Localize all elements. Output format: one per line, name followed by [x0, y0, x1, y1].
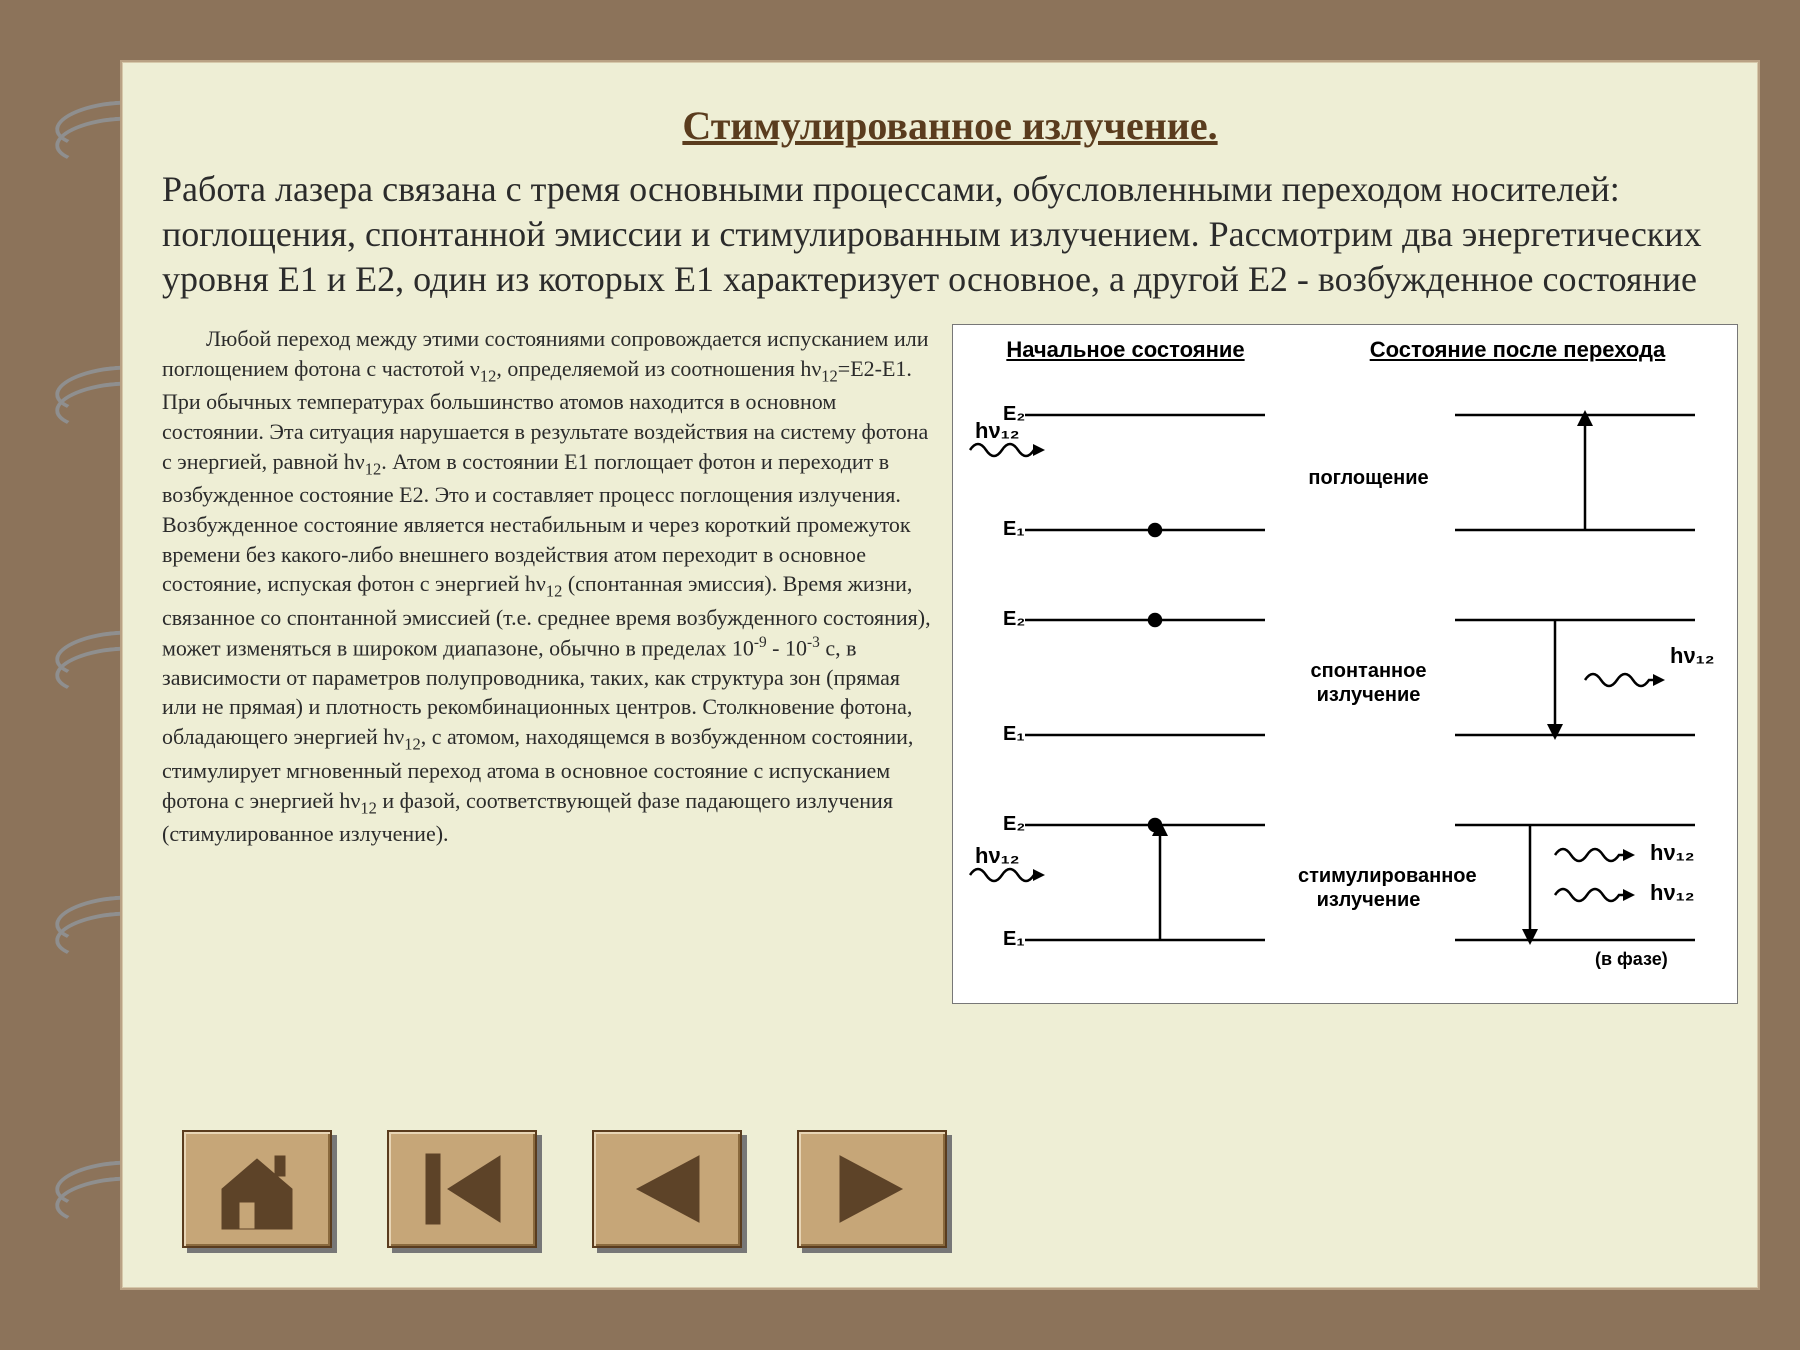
svg-text:hν₁₂: hν₁₂: [1670, 643, 1715, 668]
diagram-row-absorption: поглощение E₂ E₁ hν₁₂: [953, 380, 1737, 575]
svg-text:E₁: E₁: [1003, 723, 1025, 745]
svg-text:hν₁₂: hν₁₂: [1650, 880, 1695, 905]
svg-text:hν₁₂: hν₁₂: [1650, 840, 1695, 865]
energy-level-diagram: Начальное состояние Состояние после пере…: [952, 324, 1738, 1004]
svg-text:E₁: E₁: [1003, 928, 1025, 950]
body-text: Любой переход между этими состояниями со…: [162, 324, 932, 1004]
diagram-header-initial: Начальное состояние: [953, 337, 1298, 363]
prev-slide-button[interactable]: [592, 1130, 742, 1248]
svg-text:E₂: E₂: [1003, 813, 1025, 835]
diagram-row-spontaneous: спонтанное излучение E₂ E₁: [953, 585, 1737, 780]
slide-page: Стимулированное излучение. Работа лазера…: [120, 60, 1760, 1290]
diagram-label-absorption: поглощение: [1298, 466, 1439, 490]
svg-text:E₂: E₂: [1003, 608, 1025, 630]
diagram-header-after: Состояние после перехода: [1298, 337, 1737, 363]
slide-title: Стимулированное излучение.: [162, 102, 1738, 149]
intro-paragraph: Работа лазера связана с тремя основными …: [162, 167, 1738, 302]
svg-text:hν₁₂: hν₁₂: [975, 843, 1020, 868]
first-slide-button[interactable]: [387, 1130, 537, 1248]
svg-text:hν₁₂: hν₁₂: [975, 418, 1020, 443]
nav-bar: [182, 1130, 947, 1248]
svg-text:E₁: E₁: [1003, 518, 1025, 540]
diagram-label-spontaneous: спонтанное излучение: [1298, 659, 1439, 707]
next-slide-button[interactable]: [797, 1130, 947, 1248]
diagram-label-stimulated: стимулированное излучение: [1298, 864, 1439, 912]
phase-note: (в фазе): [1595, 949, 1668, 969]
home-button[interactable]: [182, 1130, 332, 1248]
diagram-row-stimulated: стимулированное излучение E₂ E₁ hν₁₂: [953, 790, 1737, 985]
